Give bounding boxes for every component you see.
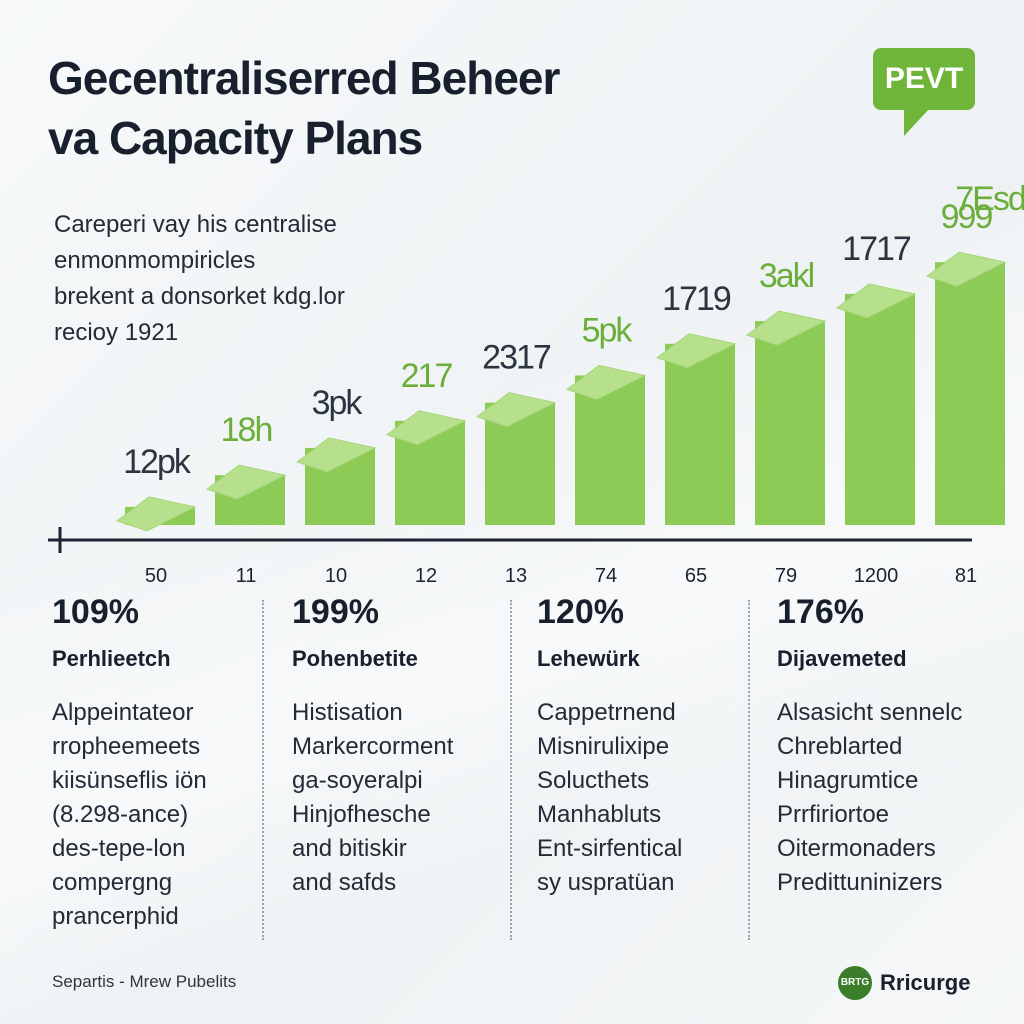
intro-line: brekent a donsorket kdg.lor [54,283,345,310]
stat-line: ga-soyeralpi [292,767,423,794]
stat-value: 176% [777,593,864,631]
stat-line: Oitermonaders [777,835,936,862]
x-tick-label: 81 [955,565,977,587]
x-tick-label: 65 [685,565,707,587]
bar [665,343,735,525]
stat-value: 109% [52,593,139,631]
stat-line: Alppeintateor [52,699,194,726]
bar-cap [835,283,917,319]
column-divider [262,600,264,940]
stat-value: 199% [292,593,379,631]
stat-line: compergng [52,869,173,896]
data-label: 2317 [482,339,551,377]
page-title: Gecentraliserred Beheer va Capacity Plan… [48,48,788,168]
intro-line: recioy 1921 [54,319,179,346]
speech-badge-tail [904,108,930,136]
stat-line: Alsasicht sennelc [777,699,963,726]
stat-line: kiisünseflis iön [52,767,207,794]
x-tick-label: 12 [415,565,437,587]
data-label: 18h [221,411,272,449]
speech-badge: PEVT [873,48,975,110]
stat-column-2: 199% Pohenbetite Histisation Markercorme… [292,590,502,900]
data-label: 5pk [582,311,634,349]
stat-line: Ent-sirfentical [537,835,683,862]
stat-label: Perhlieetch [52,646,171,671]
stat-line: Cappetrnend [537,699,676,726]
x-tick-label: 74 [595,565,617,587]
brand-logo: BRTG Rricurge [838,966,970,1000]
bar [845,293,915,525]
stat-description: Alppeintateor rropheemeets kiisünseflis … [52,696,262,934]
stat-line: Prrfiriortoe [777,801,890,828]
title-line-1: Gecentraliserred Beheer [48,52,560,104]
stat-description: Cappetrnend Misnirulixipe Solucthets Man… [537,696,747,900]
stat-label: Lehewürk [537,646,640,671]
stat-line: rropheemeets [52,733,201,760]
bar-cap [205,464,287,500]
extra-data-label: 7Esd [955,180,1024,218]
x-tick-label: 13 [505,565,527,587]
bar-cap [115,496,197,532]
data-label: 3pk [312,384,364,422]
bar [575,375,645,525]
brand-mark-icon: BRTG [838,966,872,1000]
stat-description: Alsasicht sennelc Chreblarted Hinagrumti… [777,696,1007,900]
stat-line: Chreblarted [777,733,903,760]
stat-line: Histisation [292,699,403,726]
data-label: 1719 [662,280,731,318]
x-tick-label: 1200 [854,565,899,587]
bar-cap [745,310,827,346]
bar-chart: 12pk 50 18h 11 3pk 10 217 12 2317 13 5pk 74 1719 65 3a… [48,180,1024,587]
x-tick-label: 11 [236,565,257,587]
x-tick-label: 79 [775,565,797,587]
stat-column-3: 120% Lehewürk Cappetrnend Misnirulixipe … [537,590,747,900]
stat-line: Hinjofhesche [292,801,431,828]
stat-line: and bitiskir [292,835,407,862]
stat-value: 120% [537,593,624,631]
data-label: 12pk [123,443,192,481]
bar-cap [655,333,737,369]
bar [935,262,1005,525]
bar-cap [565,364,647,401]
stat-line: Solucthets [537,767,650,794]
stat-line: prancerphid [52,903,179,930]
brand-name: Rricurge [880,970,971,995]
stat-column-4: 176% Dijavemeted Alsasicht sennelc Chreb… [777,590,1007,900]
bar-cap [475,392,557,428]
stat-line: Misnirulixipe [537,733,670,760]
intro-line: enmonmompiricles [54,247,256,274]
bar-cap [385,410,467,446]
title-line-2: va Capacity Plans [48,112,423,164]
stat-line: and safds [292,869,397,896]
column-divider [748,600,750,940]
stat-line: (8.298-ance) [52,801,189,828]
stat-column-1: 109% Perhlieetch Alppeintateor rropheeme… [52,590,262,934]
data-label: 1717 [842,230,911,268]
data-label: 3akl [759,257,814,295]
stat-line: des-tepe-lon [52,835,186,862]
stat-label: Dijavemeted [777,646,907,671]
stat-label: Pohenbetite [292,646,418,671]
data-label: 999 [941,198,993,236]
bar-cap [295,437,377,473]
stat-description: Histisation Markercorment ga-soyeralpi H… [292,696,502,900]
data-label: 217 [401,357,453,395]
column-divider [510,600,512,940]
x-tick-label: 50 [145,565,167,587]
x-tick-label: 10 [325,565,347,587]
source-footnote: Separtis - Mrew Pubelits [52,972,237,991]
stat-line: Markercorment [292,733,454,760]
stat-line: Manhabluts [537,801,662,828]
stat-line: Hinagrumtice [777,767,919,794]
intro-line: Careperi vay his centralise [54,211,337,238]
intro-text: Careperi vay his centralise enmonmompiri… [54,207,414,351]
stat-line: Predittuninizers [777,869,943,896]
bar [755,321,825,525]
bar-cap [925,251,1007,287]
stat-line: sy uspratüan [537,869,675,896]
